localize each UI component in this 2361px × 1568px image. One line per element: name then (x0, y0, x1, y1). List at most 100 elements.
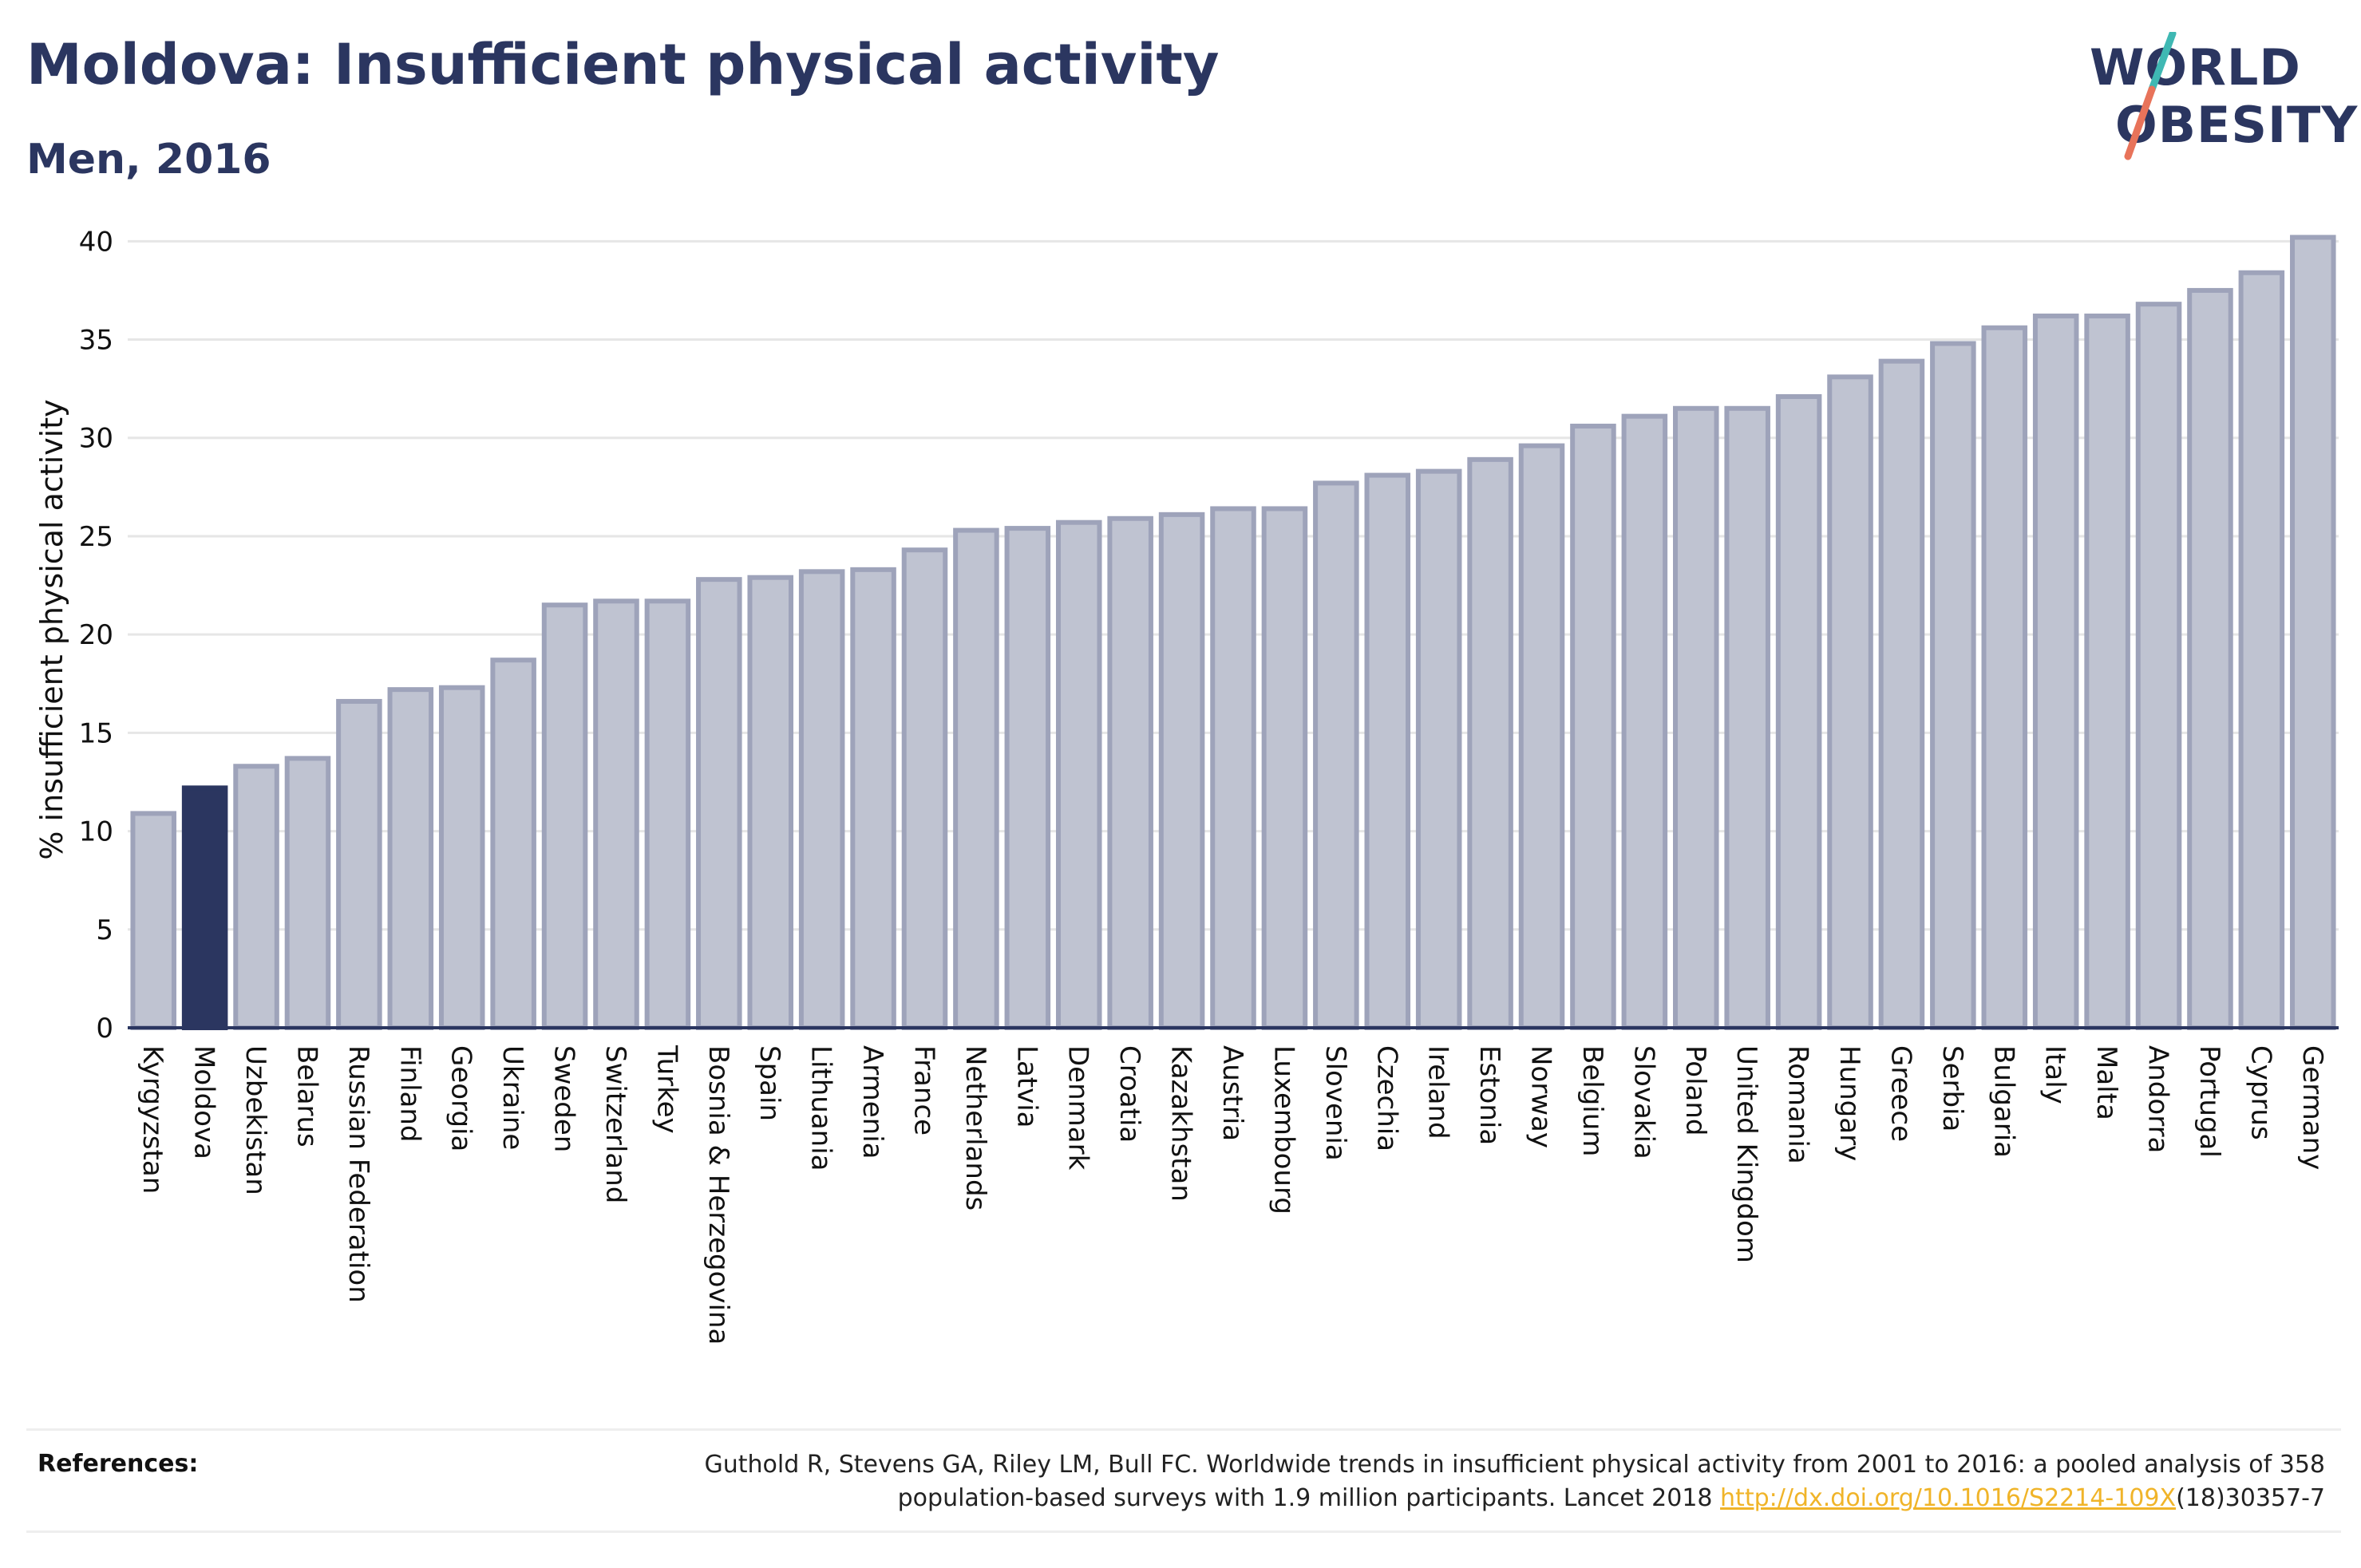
bar-poland (1673, 405, 1719, 1030)
x-tick-label: Estonia (1473, 1045, 1505, 1145)
x-tick-label: Switzerland (599, 1045, 631, 1203)
y-tick-label: 10 (79, 816, 113, 848)
bar-norway (1518, 443, 1565, 1030)
bar-bulgaria (1981, 325, 2028, 1031)
y-tick-labels: 0 5 10 15 20 25 30 35 40 (79, 226, 113, 1045)
bar-kyrgyzstan (130, 811, 176, 1030)
bar-spain (747, 575, 793, 1030)
bar-greece (1878, 358, 1925, 1031)
x-tick-label: Bosnia & Herzegovina (702, 1045, 734, 1345)
x-tick-label: Slovenia (1319, 1045, 1351, 1161)
x-tick-label: Czechia (1370, 1045, 1402, 1151)
bar-russian-federation (336, 698, 382, 1031)
y-tick-label: 0 (96, 1013, 113, 1045)
bar-denmark (1055, 519, 1102, 1030)
bar-italy (2032, 313, 2079, 1030)
references-label: References: (38, 1450, 199, 1478)
x-tick-label: Georgia (445, 1045, 477, 1151)
logo-line2: OBESITY (2115, 96, 2359, 154)
bar-bosnia-herzegovina (696, 577, 742, 1030)
world-obesity-logo[interactable]: WORLD OBESITY (2083, 32, 2357, 168)
x-tick-label: Turkey (651, 1045, 682, 1134)
x-tick-label: Ukraine (496, 1045, 528, 1150)
bar-ireland (1415, 468, 1462, 1031)
x-tick-label: Romania (1782, 1045, 1814, 1164)
x-tick-label: France (908, 1045, 939, 1136)
x-tick-label: Andorra (2142, 1045, 2174, 1153)
bar-chart: 0 5 10 15 20 25 30 35 40 Kyrgyzstan Moldova Uzbeki… (34, 226, 2339, 1345)
bar-croatia (1107, 515, 1153, 1030)
bar-switzerland (593, 598, 639, 1030)
references-line2-prefix: population-based surveys with 1.9 millio… (897, 1484, 1721, 1512)
x-tick-label: Italy (2039, 1045, 2071, 1104)
y-tick-label: 30 (79, 423, 113, 455)
y-tick-label: 20 (79, 619, 113, 651)
y-tick-label: 15 (79, 717, 113, 749)
references-panel: References: Guthold R, Stevens GA, Riley… (26, 1428, 2341, 1533)
bar-united-kingdom (1724, 405, 1770, 1030)
bar-austria (1210, 506, 1256, 1030)
x-tick-label: Kyrgyzstan (136, 1045, 168, 1194)
bar-finland (387, 687, 434, 1030)
x-tick-label: Moldova (188, 1045, 220, 1159)
y-axis-title: % insufficient physical activity (34, 399, 69, 859)
y-tick-label: 40 (79, 226, 113, 258)
bar-lithuania (798, 569, 845, 1031)
y-tick-label: 5 (96, 914, 113, 946)
x-tick-label: Belgium (1576, 1045, 1608, 1156)
bar-estonia (1467, 456, 1513, 1030)
bar-netherlands (953, 527, 999, 1030)
bar-latvia (1004, 526, 1051, 1031)
x-tick-label: Latvia (1010, 1045, 1042, 1128)
x-tick-label: Belarus (291, 1045, 322, 1147)
bars (130, 235, 2336, 1031)
page-title: Moldova: Insufficient physical activity (26, 32, 1220, 97)
bar-ukraine (490, 658, 536, 1030)
x-tick-label: Kazakhstan (1165, 1045, 1197, 1202)
x-tick-label: Germany (2296, 1045, 2328, 1170)
x-tick-label: Serbia (1936, 1045, 1968, 1132)
y-tick-label: 35 (79, 325, 113, 357)
x-tick-label: Greece (1884, 1045, 1916, 1142)
bar-turkey (644, 598, 691, 1030)
x-tick-label: Hungary (1833, 1045, 1865, 1161)
x-tick-label: Spain (753, 1045, 785, 1121)
bar-portugal (2187, 287, 2233, 1031)
x-tick-label: Bulgaria (1987, 1045, 2019, 1158)
x-tick-label: Lithuania (805, 1045, 837, 1171)
x-tick-label: Austria (1216, 1045, 1248, 1141)
bar-kazakhstan (1158, 511, 1205, 1031)
bar-cyprus (2238, 270, 2285, 1030)
x-tick-label: Armenia (856, 1045, 888, 1159)
x-tick-label: Uzbekistan (239, 1045, 271, 1195)
x-tick-label: Netherlands (959, 1045, 991, 1211)
bar-belarus (284, 756, 331, 1031)
x-tick-label: Finland (394, 1045, 425, 1143)
bar-slovakia (1621, 413, 1668, 1030)
logo-slash-coral (2124, 85, 2156, 160)
x-tick-label: United Kingdom (1730, 1045, 1762, 1263)
bar-malta (2084, 313, 2130, 1030)
x-tick-label: Slovakia (1627, 1045, 1659, 1159)
bar-belgium (1570, 423, 1616, 1030)
x-tick-label: Norway (1525, 1045, 1557, 1148)
x-tick-label: Russian Federation (342, 1045, 374, 1303)
references-line1: Guthold R, Stevens GA, Riley LM, Bull FC… (704, 1451, 2325, 1479)
x-tick-label: Sweden (548, 1045, 580, 1152)
x-tick-label: Cyprus (2244, 1045, 2276, 1140)
x-tick-labels: Kyrgyzstan Moldova Uzbekistan Belarus Russia… (136, 1045, 2328, 1345)
bar-andorra (2135, 302, 2182, 1031)
x-tick-label: Malta (2090, 1045, 2122, 1120)
logo-line1: WORLD (2090, 38, 2301, 97)
bar-armenia (850, 567, 896, 1030)
x-tick-label: Croatia (1113, 1045, 1145, 1143)
bar-moldova (181, 785, 228, 1031)
page-subtitle: Men, 2016 (26, 136, 271, 184)
bar-germany (2290, 235, 2336, 1031)
bar-czechia (1364, 472, 1411, 1030)
bar-uzbekistan (233, 764, 279, 1030)
references-line2-suffix: (18)30357-7 (2176, 1484, 2325, 1512)
bar-slovenia (1313, 480, 1359, 1030)
bar-serbia (1930, 341, 1976, 1030)
references-doi-link[interactable]: http://dx.doi.org/10.1016/S2214-109X (1720, 1484, 2177, 1512)
